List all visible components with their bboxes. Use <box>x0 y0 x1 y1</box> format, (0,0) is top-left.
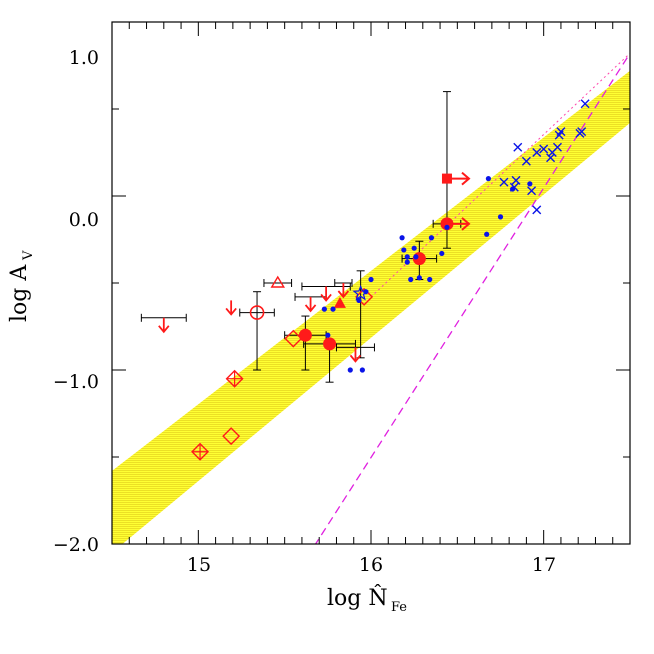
y-tick-label-minus1: −1.0 <box>53 371 99 393</box>
data-point-dot <box>427 276 433 283</box>
x-tick-label-15: 15 <box>187 554 211 576</box>
x-axis-title-main: log N̂ <box>327 585 388 611</box>
data-point-cross-b <box>527 186 537 196</box>
data-point-dot <box>368 276 374 283</box>
fit-line <box>370 52 630 298</box>
data-point-dot <box>416 275 422 281</box>
y-tick-labels: −2.0 −1.0 0.0 1.0 <box>53 47 99 556</box>
data-point-dot <box>413 254 419 260</box>
upper-limit-arrow-head <box>320 293 332 302</box>
data-point-dot <box>497 214 504 220</box>
lines-layer <box>314 52 630 544</box>
data-point-cross-b <box>521 156 531 166</box>
y-axis-title: log A V <box>7 250 36 322</box>
y-tick-label-1: 1.0 <box>69 47 99 69</box>
y-axis-title-main: log A <box>7 264 32 322</box>
data-point-dot <box>401 247 407 253</box>
band-layer <box>112 70 630 544</box>
data-point-dot <box>439 250 445 257</box>
data-point-filled-circle <box>323 337 337 351</box>
data-point-filled-triangle <box>333 296 346 308</box>
data-point-cross-b <box>511 175 521 185</box>
data-point-open-circle <box>249 305 265 320</box>
data-point-dot <box>363 289 369 295</box>
data-point-cross-b <box>546 153 556 163</box>
upper-limit-arrow-head <box>349 354 362 363</box>
data-point-cross-b <box>513 142 523 152</box>
y-tick-label-0: 0.0 <box>69 209 99 231</box>
data-point-dot <box>484 231 490 237</box>
lower-limit-arrow-head <box>461 217 471 231</box>
upper-limit-arrow-head <box>304 304 317 313</box>
data-point-filled-circle <box>298 328 312 342</box>
data-point-dot <box>527 181 533 187</box>
data-point-cross-b <box>509 182 519 192</box>
markers-layer <box>158 99 590 461</box>
data-point-dot <box>444 224 450 230</box>
x-tick-labels: 15 16 17 <box>187 554 556 576</box>
data-point-dot <box>356 297 362 303</box>
data-point-filled-square <box>441 173 452 184</box>
data-point-cross-b <box>499 177 509 187</box>
data-point-filled-circle <box>440 217 454 231</box>
data-point-cross-b <box>532 205 542 215</box>
upper-limit-arrow-head <box>158 325 170 334</box>
dashed-relation-line <box>314 52 630 544</box>
data-point-cross-b <box>532 148 542 157</box>
data-point-dot <box>321 306 327 312</box>
x-axis-title-subscript: Fe <box>391 600 407 615</box>
data-point-dot <box>404 259 410 265</box>
data-point-dot <box>359 367 365 373</box>
uncertainty-band <box>112 70 630 544</box>
data-point-cross-b <box>577 127 587 137</box>
data-point-open-diamond <box>355 287 374 306</box>
ticks-layer <box>112 21 630 545</box>
x-tick-label-16: 16 <box>359 554 383 576</box>
y-axis-title-subscript: V <box>21 250 36 261</box>
data-point-open-triangle <box>270 275 285 288</box>
data-point-cross-b <box>539 144 549 154</box>
data-point-cross-b <box>556 127 566 137</box>
data-point-dot <box>411 245 417 251</box>
lower-limit-arrow-head <box>461 171 471 186</box>
data-point-dot <box>347 367 353 373</box>
data-point-dot <box>399 235 405 241</box>
data-point-dot <box>428 235 435 241</box>
data-point-open-diamond <box>222 427 241 446</box>
data-point-dot <box>485 176 492 182</box>
data-point-dot <box>408 276 414 283</box>
data-point-dot <box>404 254 410 260</box>
data-point-cross-b <box>552 142 562 152</box>
upper-limit-arrow-head <box>225 307 237 316</box>
upper-limit-arrow-head <box>337 290 350 299</box>
x-tick-label-17: 17 <box>532 554 556 576</box>
data-point-dot <box>330 306 336 312</box>
data-point-cross-b <box>580 99 590 109</box>
x-axis-title: log N̂ Fe <box>327 585 407 615</box>
data-point-open-diamond <box>284 329 303 348</box>
y-tick-label-minus2: −2.0 <box>53 534 99 556</box>
plot-area <box>112 52 630 544</box>
data-point-dot <box>325 332 331 338</box>
